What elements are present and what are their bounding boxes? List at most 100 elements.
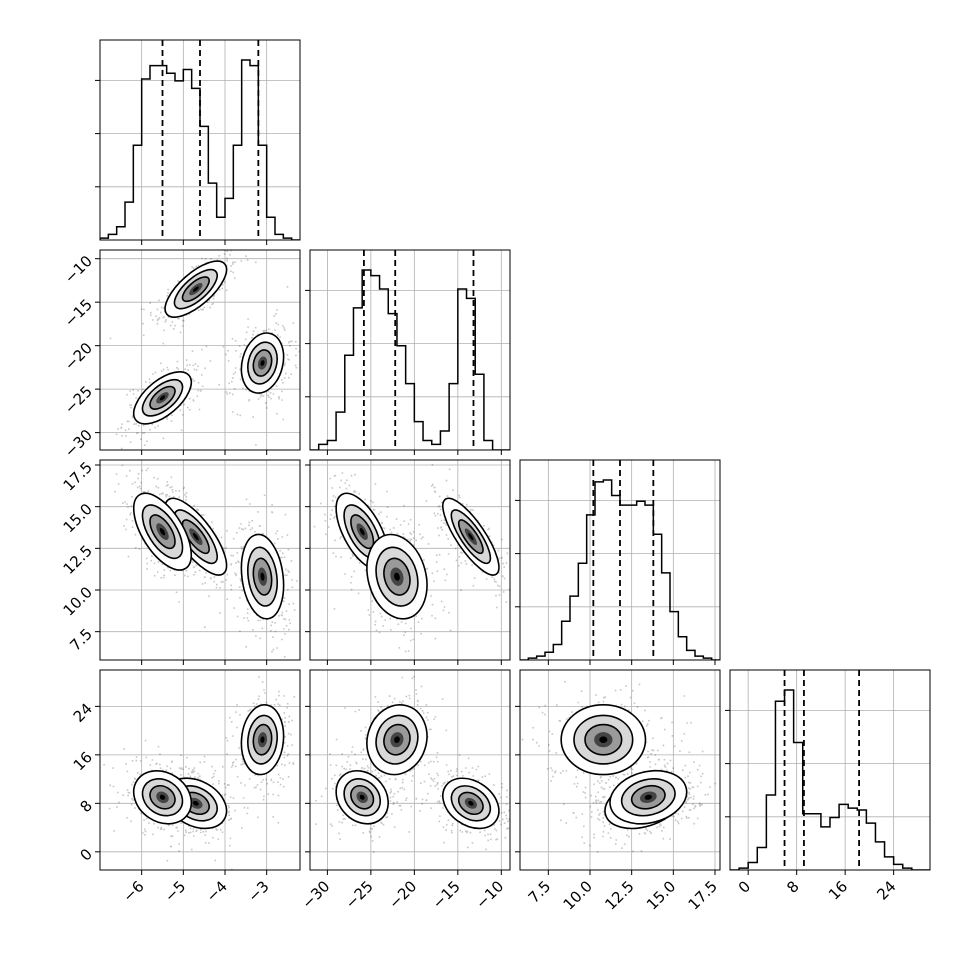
- histogram-3: [730, 689, 930, 870]
- density-peak: [394, 572, 400, 581]
- density-peak: [599, 736, 608, 744]
- contour-2: [149, 385, 176, 410]
- density-cluster-0: [164, 260, 228, 318]
- contour-1: [141, 378, 184, 417]
- contour-0: [132, 769, 193, 825]
- density-peak: [644, 794, 652, 800]
- density-peak: [260, 572, 265, 581]
- contour-2: [252, 557, 273, 596]
- contour-0: [442, 777, 500, 830]
- panel-frame: [519, 669, 721, 871]
- panel-1-0: −10 −15 −20 −25 −30: [61, 249, 301, 461]
- scatter-points: [103, 676, 300, 870]
- contour-0: [442, 497, 500, 576]
- contour-2: [181, 519, 210, 555]
- panel-2-2: [515, 459, 721, 665]
- contour-1: [141, 778, 184, 817]
- density-cluster-0: [442, 777, 500, 830]
- contour-0: [240, 332, 285, 394]
- contour-1: [450, 785, 492, 822]
- panel-frame: [519, 459, 721, 661]
- contour-0: [132, 492, 193, 571]
- x-tick-label: −6: [119, 877, 147, 905]
- panel-3-3: 0 8 16 24: [725, 669, 931, 904]
- x-tick-label: 15.0: [643, 877, 679, 913]
- density-peak: [359, 528, 365, 536]
- y-tick-label: 10.0: [60, 583, 96, 619]
- density-cluster-1: [609, 769, 688, 825]
- x-tick-label: −15: [429, 877, 464, 912]
- panel-frame: [99, 459, 301, 661]
- contour-1: [573, 714, 634, 765]
- x-tick-label: 7.5: [525, 877, 555, 907]
- contour-0: [164, 260, 228, 318]
- density-cluster-2: [240, 332, 285, 394]
- contour-0: [366, 533, 428, 620]
- panel-frame: [309, 459, 511, 661]
- density-cluster-2: [560, 704, 647, 776]
- panel-3-0: −6 −5 −4 −3 24 16 8 0: [70, 669, 301, 906]
- y-tick-label: −20: [61, 339, 96, 374]
- panel-0-0: [95, 39, 301, 245]
- density-peak: [159, 528, 166, 536]
- contour-0: [132, 371, 193, 425]
- density-cluster-1: [132, 492, 193, 571]
- x-tick-label: 16: [825, 877, 851, 903]
- y-tick-label: −30: [61, 426, 96, 461]
- contour-1: [141, 504, 184, 560]
- x-tick-label: 0: [735, 877, 754, 896]
- contour-1: [247, 714, 278, 765]
- contour-0: [240, 704, 285, 776]
- panel-1-1: [305, 249, 511, 455]
- panel-frame: [99, 249, 301, 451]
- y-tick-label: −15: [61, 295, 96, 330]
- contour-0: [366, 704, 428, 776]
- contour-2: [383, 723, 411, 756]
- x-tick-label: −20: [385, 877, 420, 912]
- contour-1: [375, 714, 419, 765]
- panel-2-0: 17.5 15.0 12.5 10.0 7.5: [60, 458, 301, 665]
- panel-frame: [309, 249, 511, 451]
- y-tick-label: 17.5: [60, 458, 96, 494]
- density-peak: [468, 800, 474, 806]
- panel-3-1: −30 −25 −20 −15 −10: [298, 669, 511, 912]
- density-peak: [159, 794, 166, 800]
- contour-1: [450, 509, 492, 565]
- contour-0: [335, 769, 389, 825]
- contour-2: [350, 784, 375, 810]
- y-tick-label: 0: [77, 845, 96, 864]
- contour-2: [630, 784, 666, 810]
- contour-0: [560, 704, 647, 776]
- density-cluster-2: [240, 704, 285, 776]
- density-cluster-2: [366, 533, 428, 620]
- contour-2: [584, 723, 623, 756]
- x-tick-label: 24: [873, 877, 899, 903]
- contour-1: [247, 546, 278, 607]
- x-tick-label: −10: [472, 877, 507, 912]
- density-cluster-2: [366, 704, 428, 776]
- y-tick-label: 16: [70, 748, 96, 774]
- y-tick-label: 24: [70, 700, 96, 726]
- density-peak: [192, 533, 199, 541]
- contour-2: [252, 349, 273, 377]
- density-cluster-2: [240, 533, 285, 620]
- x-tick-label: −4: [203, 877, 231, 905]
- x-tick-label: −30: [298, 877, 333, 912]
- y-tick-label: 12.5: [60, 542, 96, 578]
- contour-0: [240, 533, 285, 620]
- density-peak: [260, 736, 265, 744]
- density-peak: [394, 736, 400, 744]
- x-tick-label: 12.5: [601, 877, 637, 913]
- density-peak: [192, 800, 199, 806]
- density-peak: [192, 286, 199, 292]
- contour-2: [457, 791, 484, 816]
- x-tick-label: 8: [783, 877, 802, 896]
- y-tick-label: −10: [61, 252, 96, 287]
- contour-2: [149, 514, 176, 550]
- contour-1: [375, 546, 419, 607]
- contour-2: [181, 276, 210, 303]
- density-peak: [359, 794, 365, 800]
- contour-2: [383, 557, 411, 596]
- density-peak: [468, 533, 474, 541]
- contour-1: [620, 778, 676, 817]
